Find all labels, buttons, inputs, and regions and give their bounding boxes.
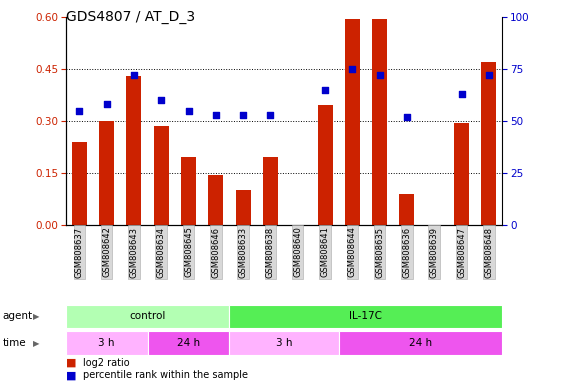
Text: GSM808633: GSM808633 [239,227,248,278]
Bar [66,331,147,355]
Point [75,108,84,114]
Bar [317,106,332,225]
Text: GSM808645: GSM808645 [184,227,193,277]
Text: GSM808646: GSM808646 [211,227,220,278]
Bar [147,331,230,355]
Bar [154,126,168,225]
Text: GSM808648: GSM808648 [484,227,493,278]
Bar [230,331,339,355]
Point [130,72,139,78]
Bar [263,157,278,225]
Bar [481,62,496,225]
Bar [208,175,223,225]
Bar [126,76,142,225]
Bar [454,123,469,225]
Point [239,112,248,118]
Text: GSM808635: GSM808635 [375,227,384,278]
Point [266,112,275,118]
Text: ■: ■ [66,358,76,368]
Bar [236,190,251,225]
Text: GSM808639: GSM808639 [430,227,439,278]
Text: GSM808634: GSM808634 [156,227,166,278]
Bar [99,121,114,225]
Text: GSM808636: GSM808636 [403,227,412,278]
Point [320,87,329,93]
Bar [230,305,502,328]
Text: time: time [3,338,26,348]
Text: percentile rank within the sample: percentile rank within the sample [83,370,248,380]
Point [484,72,493,78]
Bar [400,194,415,225]
Text: IL-17C: IL-17C [349,311,383,321]
Text: GSM808643: GSM808643 [130,227,138,278]
Text: 24 h: 24 h [177,338,200,348]
Point [403,114,412,120]
Point [348,66,357,72]
Text: 3 h: 3 h [276,338,292,348]
Text: 3 h: 3 h [98,338,115,348]
Text: ■: ■ [66,370,76,380]
Bar [72,142,87,225]
Text: GSM808640: GSM808640 [293,227,302,277]
Text: GSM808641: GSM808641 [320,227,329,277]
Text: 24 h: 24 h [409,338,432,348]
Text: GSM808647: GSM808647 [457,227,466,278]
Text: agent: agent [3,311,33,321]
Text: GSM808637: GSM808637 [75,227,84,278]
Bar [181,157,196,225]
Point [375,72,384,78]
Bar [372,19,387,225]
Text: GSM808642: GSM808642 [102,227,111,277]
Text: GSM808638: GSM808638 [266,227,275,278]
Point [457,91,466,97]
Bar [345,19,360,225]
Point [156,97,166,103]
Text: ▶: ▶ [33,339,39,348]
Bar [66,305,230,328]
Point [184,108,193,114]
Bar [339,331,502,355]
Text: control: control [130,311,166,321]
Text: GSM808644: GSM808644 [348,227,357,277]
Text: ▶: ▶ [33,312,39,321]
Text: log2 ratio: log2 ratio [83,358,130,368]
Point [211,112,220,118]
Point [102,101,111,108]
Text: GDS4807 / AT_D_3: GDS4807 / AT_D_3 [66,10,195,23]
